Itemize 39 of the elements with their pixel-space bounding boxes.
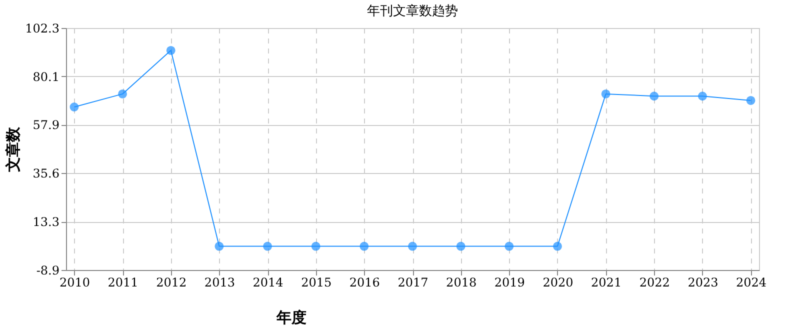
point (553, 242, 562, 251)
point (214, 242, 224, 251)
point (456, 242, 466, 251)
chart-title: 年刊文章数趋势 (367, 4, 458, 19)
y-tick-label: 13.3 (32, 215, 60, 230)
x-tick-label: 2020 (542, 276, 574, 290)
x-tick-label: 2016 (349, 276, 380, 290)
y-tick-label: 57.9 (32, 118, 60, 132)
point (360, 242, 369, 251)
point (650, 92, 659, 101)
point (698, 92, 707, 101)
y-tick-label: 35.6 (32, 166, 60, 181)
y-tick-label: -8.9 (36, 264, 60, 278)
point (166, 46, 176, 55)
x-tick-label: 2023 (688, 276, 718, 290)
x-tick-label: 2019 (494, 276, 525, 290)
x-tick-label: 2011 (108, 276, 138, 290)
point (408, 242, 417, 251)
x-tick-label: 2014 (252, 276, 284, 290)
x-axis-title: 年度 (276, 308, 306, 326)
point (746, 96, 756, 105)
x-tick-label: 2021 (591, 276, 622, 290)
y-tick-label: 102.3 (25, 22, 60, 36)
x-tick-label: 2024 (736, 276, 767, 290)
point (70, 102, 79, 112)
x-tick-label: 2018 (446, 276, 477, 290)
x-tick-label: 2015 (301, 276, 332, 290)
point (601, 89, 610, 98)
x-tick-label: 2022 (639, 276, 670, 290)
y-tick-label: 80.1 (32, 70, 60, 84)
x-tick-label: 2012 (156, 276, 187, 290)
y-axis-title: 文章数 (4, 126, 22, 173)
x-tick-label: 2013 (204, 276, 235, 290)
point (311, 242, 320, 251)
x-tick-label: 2017 (398, 276, 428, 290)
point (118, 89, 128, 98)
x-tick-label: 2010 (59, 276, 90, 290)
point (263, 242, 272, 251)
point (504, 242, 514, 251)
